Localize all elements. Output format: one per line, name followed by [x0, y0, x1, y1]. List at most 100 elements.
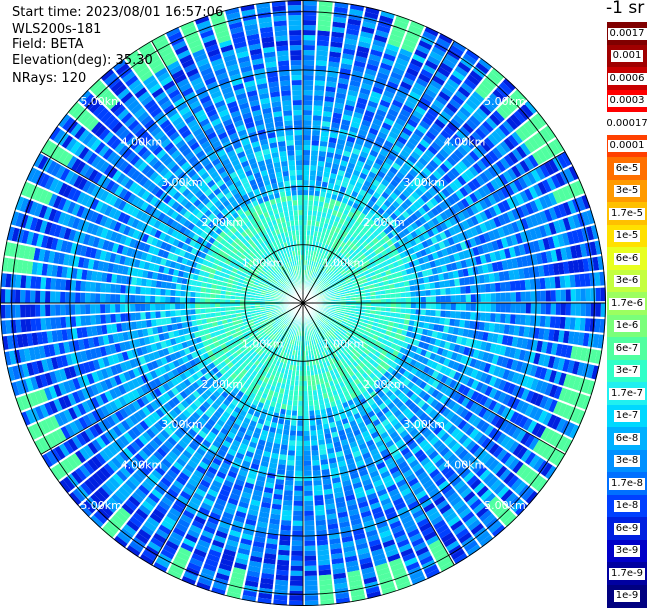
- range-gate-cell: [492, 333, 499, 343]
- range-gate-cell: [493, 272, 500, 282]
- range-gate-cell: [410, 213, 419, 222]
- range-gate-cell: [344, 266, 350, 272]
- range-gate-cell: [287, 455, 295, 461]
- range-gate-cell: [313, 333, 317, 340]
- range-gate-cell: [316, 343, 321, 349]
- range-gate-cell: [379, 166, 389, 175]
- range-gate-cell: [20, 395, 30, 410]
- range-gate-cell: [582, 378, 591, 394]
- range-gate-cell: [314, 267, 319, 273]
- range-gate-cell: [510, 291, 516, 302]
- range-gate-cell: [567, 359, 575, 374]
- range-gate-cell: [341, 474, 351, 482]
- range-gate-cell: [327, 323, 333, 329]
- range-gate-cell: [175, 366, 184, 375]
- range-gate-cell: [509, 113, 522, 127]
- range-gate-cell: [431, 389, 440, 399]
- range-gate-cell: [529, 214, 539, 227]
- range-gate-cell: [361, 266, 368, 272]
- range-gate-cell: [317, 549, 330, 556]
- range-gate-cell: [395, 303, 401, 308]
- range-gate-cell: [438, 201, 448, 211]
- range-gate-cell: [54, 413, 65, 427]
- range-gate-cell: [365, 586, 381, 595]
- range-gate-cell: [494, 176, 505, 188]
- range-gate-cell: [291, 535, 303, 541]
- range-gate-cell: [581, 194, 591, 210]
- range-gate-cell: [470, 293, 476, 302]
- range-gate-cell: [431, 379, 440, 389]
- range-gate-cell: [460, 311, 466, 320]
- range-gate-cell: [370, 122, 381, 131]
- range-gate-cell: [534, 393, 544, 407]
- range-gate-cell: [459, 241, 468, 251]
- range-gate-cell: [393, 62, 407, 72]
- range-gate-cell: [340, 338, 347, 344]
- range-gate-cell: [210, 427, 220, 436]
- range-gate-cell: [343, 109, 354, 117]
- range-gate-cell: [144, 477, 157, 488]
- range-gate-cell: [320, 253, 325, 260]
- range-gate-cell: [118, 396, 128, 407]
- range-gate-cell: [327, 365, 333, 371]
- range-gate-cell: [437, 114, 449, 125]
- range-gate-cell: [433, 274, 440, 282]
- range-gate-cell: [525, 303, 531, 314]
- range-gate-cell: [282, 330, 287, 336]
- range-gate-cell: [310, 160, 318, 166]
- range-gate-cell: [364, 109, 375, 118]
- range-gate-cell: [416, 517, 430, 528]
- range-gate-cell: [191, 411, 201, 421]
- range-gate-cell: [312, 384, 317, 391]
- range-gate-cell: [351, 279, 358, 284]
- range-gate-cell: [297, 410, 303, 416]
- range-gate-cell: [318, 5, 333, 12]
- range-gate-cell: [323, 327, 329, 333]
- range-gate-cell: [303, 180, 309, 186]
- range-gate-cell: [415, 290, 421, 297]
- range-gate-cell: [580, 347, 588, 362]
- range-gate-cell: [258, 511, 270, 519]
- range-gate-cell: [340, 304, 346, 308]
- range-gate-cell: [299, 370, 303, 376]
- range-gate-cell: [430, 141, 442, 152]
- range-gate-cell: [535, 303, 541, 315]
- range-gate-cell: [456, 363, 465, 373]
- range-gate-cell: [315, 251, 320, 258]
- range-gate-cell: [255, 526, 268, 534]
- range-gate-cell: [333, 277, 339, 283]
- range-gate-cell: [216, 364, 223, 371]
- range-gate-cell: [303, 95, 313, 101]
- range-gate-cell: [377, 170, 386, 179]
- range-gate-cell: [158, 462, 169, 473]
- range-gate-cell: [170, 377, 179, 387]
- range-gate-cell: [367, 171, 377, 179]
- range-gate-cell: [315, 509, 326, 516]
- range-gate-cell: [425, 163, 436, 173]
- range-gate-cell: [240, 337, 246, 343]
- range-gate-cell: [372, 255, 379, 262]
- range-gate-cell: [520, 466, 532, 480]
- range-gate-cell: [276, 332, 281, 338]
- range-gate-cell: [111, 457, 123, 469]
- range-gate-cell: [360, 345, 367, 352]
- range-gate-cell: [229, 427, 239, 435]
- range-gate-cell: [570, 345, 578, 360]
- range-gate-cell: [153, 422, 164, 433]
- range-gate-cell: [485, 293, 491, 302]
- range-gate-cell: [368, 497, 380, 506]
- range-gate-cell: [298, 385, 303, 391]
- range-gate-cell: [279, 351, 285, 358]
- range-gate-cell: [501, 224, 510, 236]
- range-gate-cell: [476, 143, 488, 156]
- range-gate-cell: [461, 452, 473, 464]
- range-gate-cell: [418, 234, 426, 242]
- range-gate-cell: [179, 335, 187, 343]
- range-gate-cell: [149, 512, 163, 524]
- range-gate-cell: [419, 120, 431, 130]
- range-gate-cell: [439, 280, 446, 288]
- range-gate-cell: [284, 331, 289, 337]
- range-gate-cell: [500, 313, 506, 323]
- range-gate-cell: [433, 548, 447, 559]
- range-gate-cell: [348, 84, 360, 93]
